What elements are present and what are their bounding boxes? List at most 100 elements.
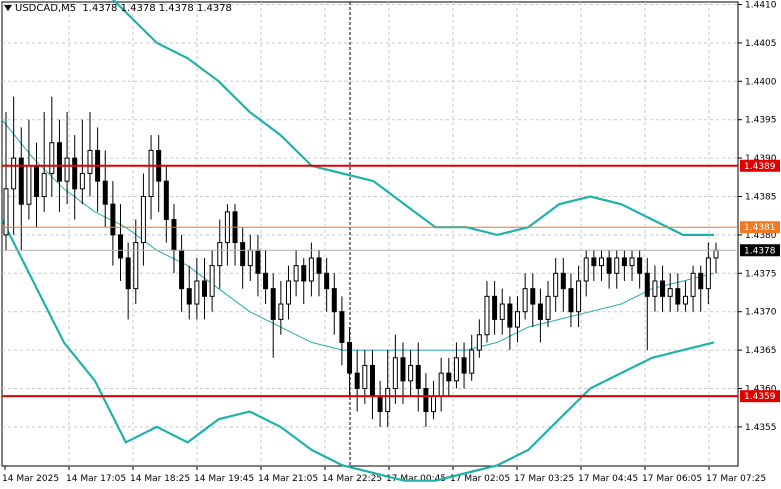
y-tick-label: 1.4390 bbox=[745, 154, 777, 164]
candle-body bbox=[377, 395, 383, 413]
candle-body bbox=[667, 288, 673, 297]
candle-body bbox=[209, 265, 215, 297]
candle-body bbox=[278, 303, 284, 320]
candle-body bbox=[560, 272, 566, 290]
candle-body bbox=[11, 157, 17, 190]
candle-body bbox=[316, 257, 322, 274]
candle-body bbox=[469, 349, 475, 374]
candle-body bbox=[400, 357, 406, 382]
bollinger-lower-band bbox=[1, 219, 715, 482]
candle-body bbox=[125, 257, 131, 290]
candle-body bbox=[713, 249, 719, 259]
candle-body bbox=[26, 165, 32, 205]
current-price-tag bbox=[740, 244, 780, 257]
candle-body bbox=[583, 257, 589, 282]
candle-body bbox=[102, 180, 108, 205]
level-price-tag bbox=[740, 159, 780, 172]
y-tick-label: 1.4380 bbox=[745, 231, 777, 241]
candle-body bbox=[614, 257, 620, 274]
candle-body bbox=[392, 357, 398, 389]
candle-body bbox=[49, 142, 55, 174]
candle-body bbox=[515, 311, 521, 328]
y-tick-label: 1.4400 bbox=[745, 77, 777, 87]
candle-body bbox=[423, 388, 429, 413]
x-tick-label: 17 Mar 06:05 bbox=[642, 474, 702, 484]
candle-body bbox=[606, 257, 612, 274]
y-tick-label: 1.4355 bbox=[745, 423, 777, 433]
candle-body bbox=[148, 149, 154, 197]
candle-body bbox=[354, 372, 360, 390]
candle-body bbox=[255, 249, 261, 274]
x-tick-label: 14 Mar 22:25 bbox=[322, 474, 382, 484]
candle-body bbox=[476, 334, 482, 351]
candle-body bbox=[331, 288, 337, 313]
candle-body bbox=[644, 272, 650, 297]
candle-body bbox=[385, 388, 391, 413]
candle-body bbox=[270, 288, 276, 320]
candle-body bbox=[507, 303, 513, 328]
candle-body bbox=[698, 272, 704, 290]
x-tick-label: 14 Mar 21:05 bbox=[258, 474, 318, 484]
candle-body bbox=[133, 242, 139, 290]
x-tick-label: 14 Mar 19:45 bbox=[194, 474, 254, 484]
candle-body bbox=[347, 341, 353, 374]
candle-body bbox=[492, 295, 498, 320]
candle-body bbox=[690, 272, 696, 297]
candle-body bbox=[568, 288, 574, 313]
candle-body bbox=[171, 219, 177, 251]
level-price-label: 1.4381 bbox=[744, 223, 776, 233]
y-tick-label: 1.4365 bbox=[745, 346, 777, 356]
candle-body bbox=[705, 257, 711, 290]
candle-body bbox=[637, 257, 643, 274]
candle-body bbox=[431, 395, 437, 413]
candle-body bbox=[72, 157, 78, 190]
symbol-label: USDCAD,M5 bbox=[15, 3, 77, 14]
candle-body bbox=[660, 280, 666, 297]
candle-body bbox=[545, 295, 551, 320]
candle-body bbox=[621, 257, 627, 267]
level-price-label: 1.4389 bbox=[744, 162, 776, 172]
candle-body bbox=[537, 303, 543, 320]
dropdown-triangle-icon[interactable] bbox=[4, 5, 12, 11]
candle-body bbox=[530, 288, 536, 305]
candle-body bbox=[308, 257, 314, 282]
candle-body bbox=[438, 372, 444, 397]
x-tick-label: 17 Mar 02:05 bbox=[450, 474, 510, 484]
x-tick-label: 17 Mar 04:45 bbox=[578, 474, 638, 484]
candle-body bbox=[87, 149, 93, 174]
level-price-tag bbox=[740, 221, 780, 234]
x-tick-label: 17 Mar 00:45 bbox=[386, 474, 446, 484]
candle-body bbox=[79, 172, 85, 190]
candle-body bbox=[629, 257, 635, 267]
candle-body bbox=[682, 295, 688, 305]
y-tick-label: 1.4375 bbox=[745, 269, 777, 279]
candle-body bbox=[369, 364, 375, 397]
candle-body bbox=[247, 249, 253, 267]
y-tick-label: 1.4370 bbox=[745, 308, 777, 318]
y-tick-label: 1.4410 bbox=[745, 1, 777, 11]
candle-body bbox=[3, 188, 9, 236]
candle-body bbox=[194, 280, 200, 305]
candle-body bbox=[41, 172, 47, 198]
candle-body bbox=[553, 272, 559, 297]
candle-body bbox=[591, 257, 597, 267]
candle-body bbox=[118, 234, 124, 259]
candle-body bbox=[499, 303, 505, 320]
candle-body bbox=[415, 364, 421, 389]
candle-body bbox=[362, 364, 368, 389]
candle-body bbox=[484, 295, 490, 336]
current-price-label: 1.4378 bbox=[744, 246, 776, 256]
y-tick-label: 1.4385 bbox=[745, 193, 777, 203]
candle-body bbox=[163, 180, 169, 221]
candle-body bbox=[217, 242, 223, 267]
candle-body bbox=[110, 203, 116, 236]
candle-body bbox=[652, 280, 658, 297]
candle-body bbox=[453, 357, 459, 382]
x-tick-label: 17 Mar 03:25 bbox=[514, 474, 574, 484]
ohlc-values: 1.4378 1.4378 1.4378 1.4378 bbox=[82, 3, 232, 14]
candle-body bbox=[263, 272, 269, 290]
x-tick-label: 14 Mar 2025 bbox=[2, 474, 59, 484]
candle-body bbox=[675, 288, 681, 305]
candle-body bbox=[301, 265, 307, 282]
